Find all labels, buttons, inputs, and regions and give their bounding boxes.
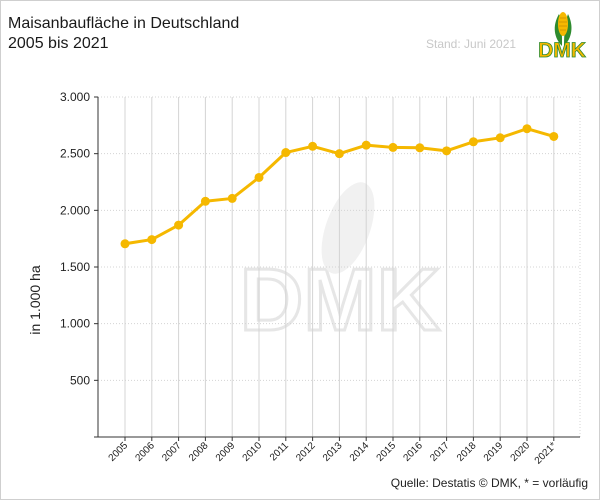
x-tick-label: 2005 [107, 440, 131, 464]
data-point [120, 239, 130, 249]
grid [98, 96, 581, 437]
x-tick-label: 2014 [348, 440, 372, 464]
x-tick-label: 2015 [375, 440, 399, 464]
data-point [281, 148, 291, 158]
data-point [227, 193, 237, 203]
title-line-2: 2005 bis 2021 [8, 35, 109, 52]
data-point [254, 172, 264, 182]
y-tick-label: 2.500 [60, 147, 90, 161]
stand-date: Stand: Juni 2021 [426, 37, 517, 51]
x-tick-label: 2021* [533, 440, 559, 466]
series-layer [120, 124, 559, 249]
y-tick-label: 500 [70, 373, 90, 387]
watermark: DMK [238, 182, 442, 351]
x-tick-label: 2013 [321, 440, 345, 464]
data-point [388, 142, 398, 152]
x-tick-label: 2010 [241, 440, 265, 464]
watermark-corn-icon [321, 182, 375, 274]
x-tick-label: 2006 [133, 440, 157, 464]
y-tick-label: 1.000 [60, 317, 90, 331]
data-point [522, 124, 532, 134]
source-note: Quelle: Destatis © DMK, * = vorläufig [390, 476, 588, 490]
x-tick-label: 2009 [214, 440, 238, 464]
data-point [468, 137, 478, 147]
data-point [495, 133, 505, 143]
y-tick-label: 1.500 [60, 260, 90, 274]
dmk-logo: DMK [538, 12, 586, 60]
corn-icon [554, 12, 572, 46]
x-tick-label: 2007 [160, 440, 184, 464]
x-tick-label: 2016 [401, 440, 425, 464]
data-point [308, 141, 318, 151]
title-line-1: Maisanbaufläche in Deutschland [8, 15, 240, 32]
logo-text: DMK [538, 39, 586, 60]
x-tick-label: 2018 [455, 440, 479, 464]
x-tick-labels: 2005 2006 2007 2008 2009 2010 2011 2012 2013 2014… [107, 440, 559, 467]
x-tick-label: 2017 [428, 440, 452, 464]
data-point [549, 131, 559, 141]
y-tick-label: 3.000 [60, 90, 90, 104]
data-point [174, 220, 184, 230]
data-point [361, 140, 371, 150]
x-tick-label: 2019 [482, 440, 506, 464]
x-tick-label: 2012 [294, 440, 318, 464]
data-point [147, 235, 157, 245]
x-tick-label: 2020 [509, 440, 533, 464]
axes [94, 96, 580, 441]
chart-title: Maisanbaufläche in Deutschland 2005 bis … [8, 14, 239, 54]
data-point [200, 196, 210, 206]
x-tick-label: 2008 [187, 440, 211, 464]
x-tick-label: 2011 [268, 440, 291, 463]
data-point [442, 146, 452, 156]
y-tick-labels: 500 1.000 1.500 2.000 2.500 3.000 [60, 90, 90, 387]
data-point [415, 143, 425, 153]
y-tick-label: 2.000 [60, 203, 90, 217]
data-point [334, 149, 344, 159]
